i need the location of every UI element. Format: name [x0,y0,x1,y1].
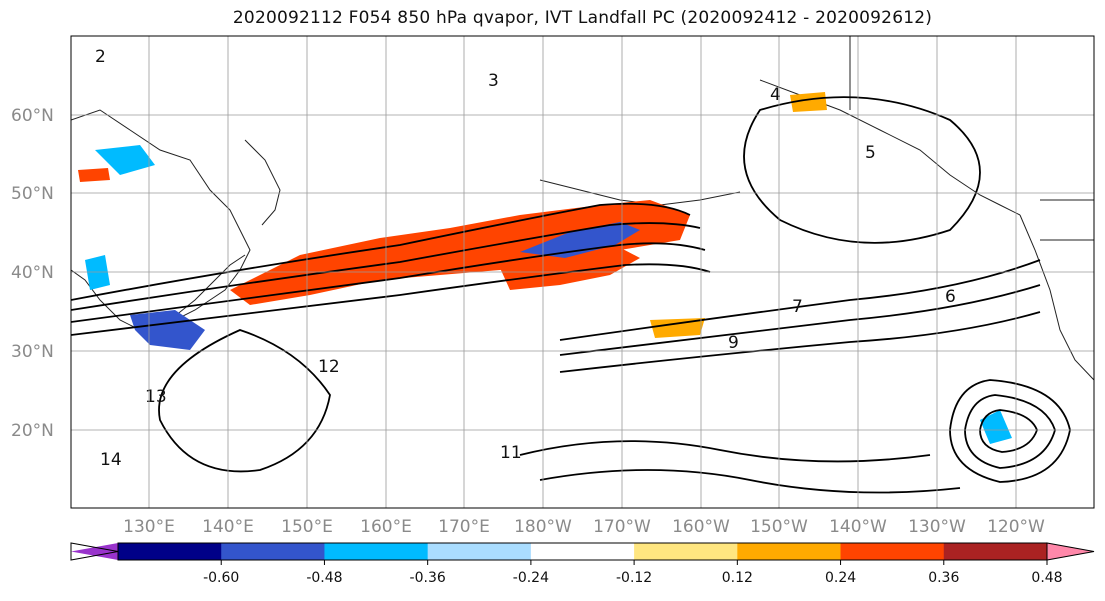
colorbar-tick-label: 0.24 [825,570,856,586]
colorbar-segment [118,543,222,560]
colorbar-segment [530,543,635,560]
colorbar-extend-left [71,543,118,560]
contour-low-ring-2 [964,394,1056,469]
contour-label-13: 13 [145,387,167,407]
colorbar-outline-left [70,542,119,561]
contour-label-7: 7 [792,297,803,317]
contour-alaska-loop [743,96,981,244]
colorbar-tick-label: -0.48 [306,570,342,586]
contour-jet-4 [71,263,711,336]
contour-label-6: 6 [945,287,956,307]
contour-label-12: 12 [318,357,340,377]
coastline-kamchatka [244,139,281,226]
map-title: 2020092112 F054 850 hPa qvapor, IVT Land… [232,8,933,28]
lon-label-140w: 140°W [829,517,887,537]
colorbar-segment [737,543,842,560]
negative-patch-cyan-1 [95,145,155,175]
contour-label-2: 2 [95,47,106,67]
positive-anomaly-core [500,245,640,290]
lon-label-180w: 180°W [514,517,572,537]
lat-label-50n: 50°N [11,184,54,204]
contour-labels: 2 3 4 5 6 7 9 11 12 13 14 [95,47,956,470]
lon-label-160w: 160°W [672,517,730,537]
colorbar: -0.60 -0.48 -0.36 -0.24 -0.12 0.12 0.24 0.36 0.4… [70,542,1095,586]
colorbar-tick-label: 0.48 [1031,570,1062,586]
lon-label-170w: 170°W [593,517,651,537]
colorbar-tick-label: -0.24 [513,570,549,586]
plot-area: 2 3 4 5 6 7 9 11 12 13 14 [11,35,1095,537]
contour-south-2 [539,469,961,494]
colorbar-tick-label: 0.12 [722,570,753,586]
lon-label-150e: 150°E [281,517,333,537]
contour-label-9: 9 [728,333,739,353]
contour-label-3: 3 [488,71,499,91]
contour-jet-3 [71,242,706,323]
lon-label-130w: 130°W [908,517,966,537]
contour-subtropic-2 [559,284,1041,356]
contour-subtropic-3 [559,311,1041,373]
lon-label-120w: 120°W [987,517,1045,537]
qvapor-anomaly-fills [78,92,1012,444]
colorbar-tick-label: 0.36 [928,570,959,586]
colorbar-tick-label: -0.12 [616,570,652,586]
colorbar-segment [324,543,429,560]
colorbar-segment [634,543,738,560]
lon-label-170e: 170°E [438,517,490,537]
lat-label-40n: 40°N [11,263,54,283]
negative-patch-cyan-3 [980,410,1012,444]
contour-low-ring-3 [979,409,1038,453]
lat-label-60n: 60°N [11,106,54,126]
gridlines [71,36,1094,508]
positive-patch-orange-2 [790,92,827,112]
plot-frame [70,35,1095,509]
contour-jet-2 [71,222,701,311]
colorbar-tick-label: -0.36 [410,570,446,586]
longitude-labels: 130°E 140°E 150°E 160°E 170°E 180°W 170°… [123,517,1045,537]
colorbar-segment [427,543,532,560]
positive-patch-orange-1 [650,318,705,338]
lat-label-20n: 20°N [11,421,54,441]
contour-label-5: 5 [865,143,876,163]
contour-label-11: 11 [500,443,522,463]
colorbar-segment [943,543,1048,560]
coastline-north-america [1019,214,1094,381]
colorbar-extend-right [1046,542,1095,561]
lon-label-140e: 140°E [202,517,254,537]
contour-low-ring-1 [949,379,1071,483]
contour-west-loop [158,329,331,473]
colorbar-tick-label: -0.60 [203,570,239,586]
contour-label-4: 4 [770,85,781,105]
colorbar-ticks: -0.60 -0.48 -0.36 -0.24 -0.12 0.12 0.24 0.36 0.4… [203,560,1063,586]
lon-label-130e: 130°E [123,517,175,537]
lon-label-160e: 160°E [360,517,412,537]
colorbar-segment [840,543,945,560]
contour-label-14: 14 [100,450,122,470]
lon-label-150w: 150°W [750,517,808,537]
colorbar-segment [221,543,325,560]
negative-patch-cyan-2 [85,255,110,290]
negative-anomaly-band [520,222,640,258]
latitude-labels: 60°N 50°N 40°N 30°N 20°N [11,106,54,441]
contour-south-1 [519,440,931,463]
positive-anomaly-band [230,200,690,305]
contour-subtropic-1 [559,259,1041,341]
contour-jet-1 [71,202,691,301]
ivt-contours [71,96,1071,494]
positive-patch-red-1 [78,168,110,182]
lat-label-30n: 30°N [11,342,54,362]
coastline-asia [71,109,251,331]
colorbar-segments [71,542,1095,561]
